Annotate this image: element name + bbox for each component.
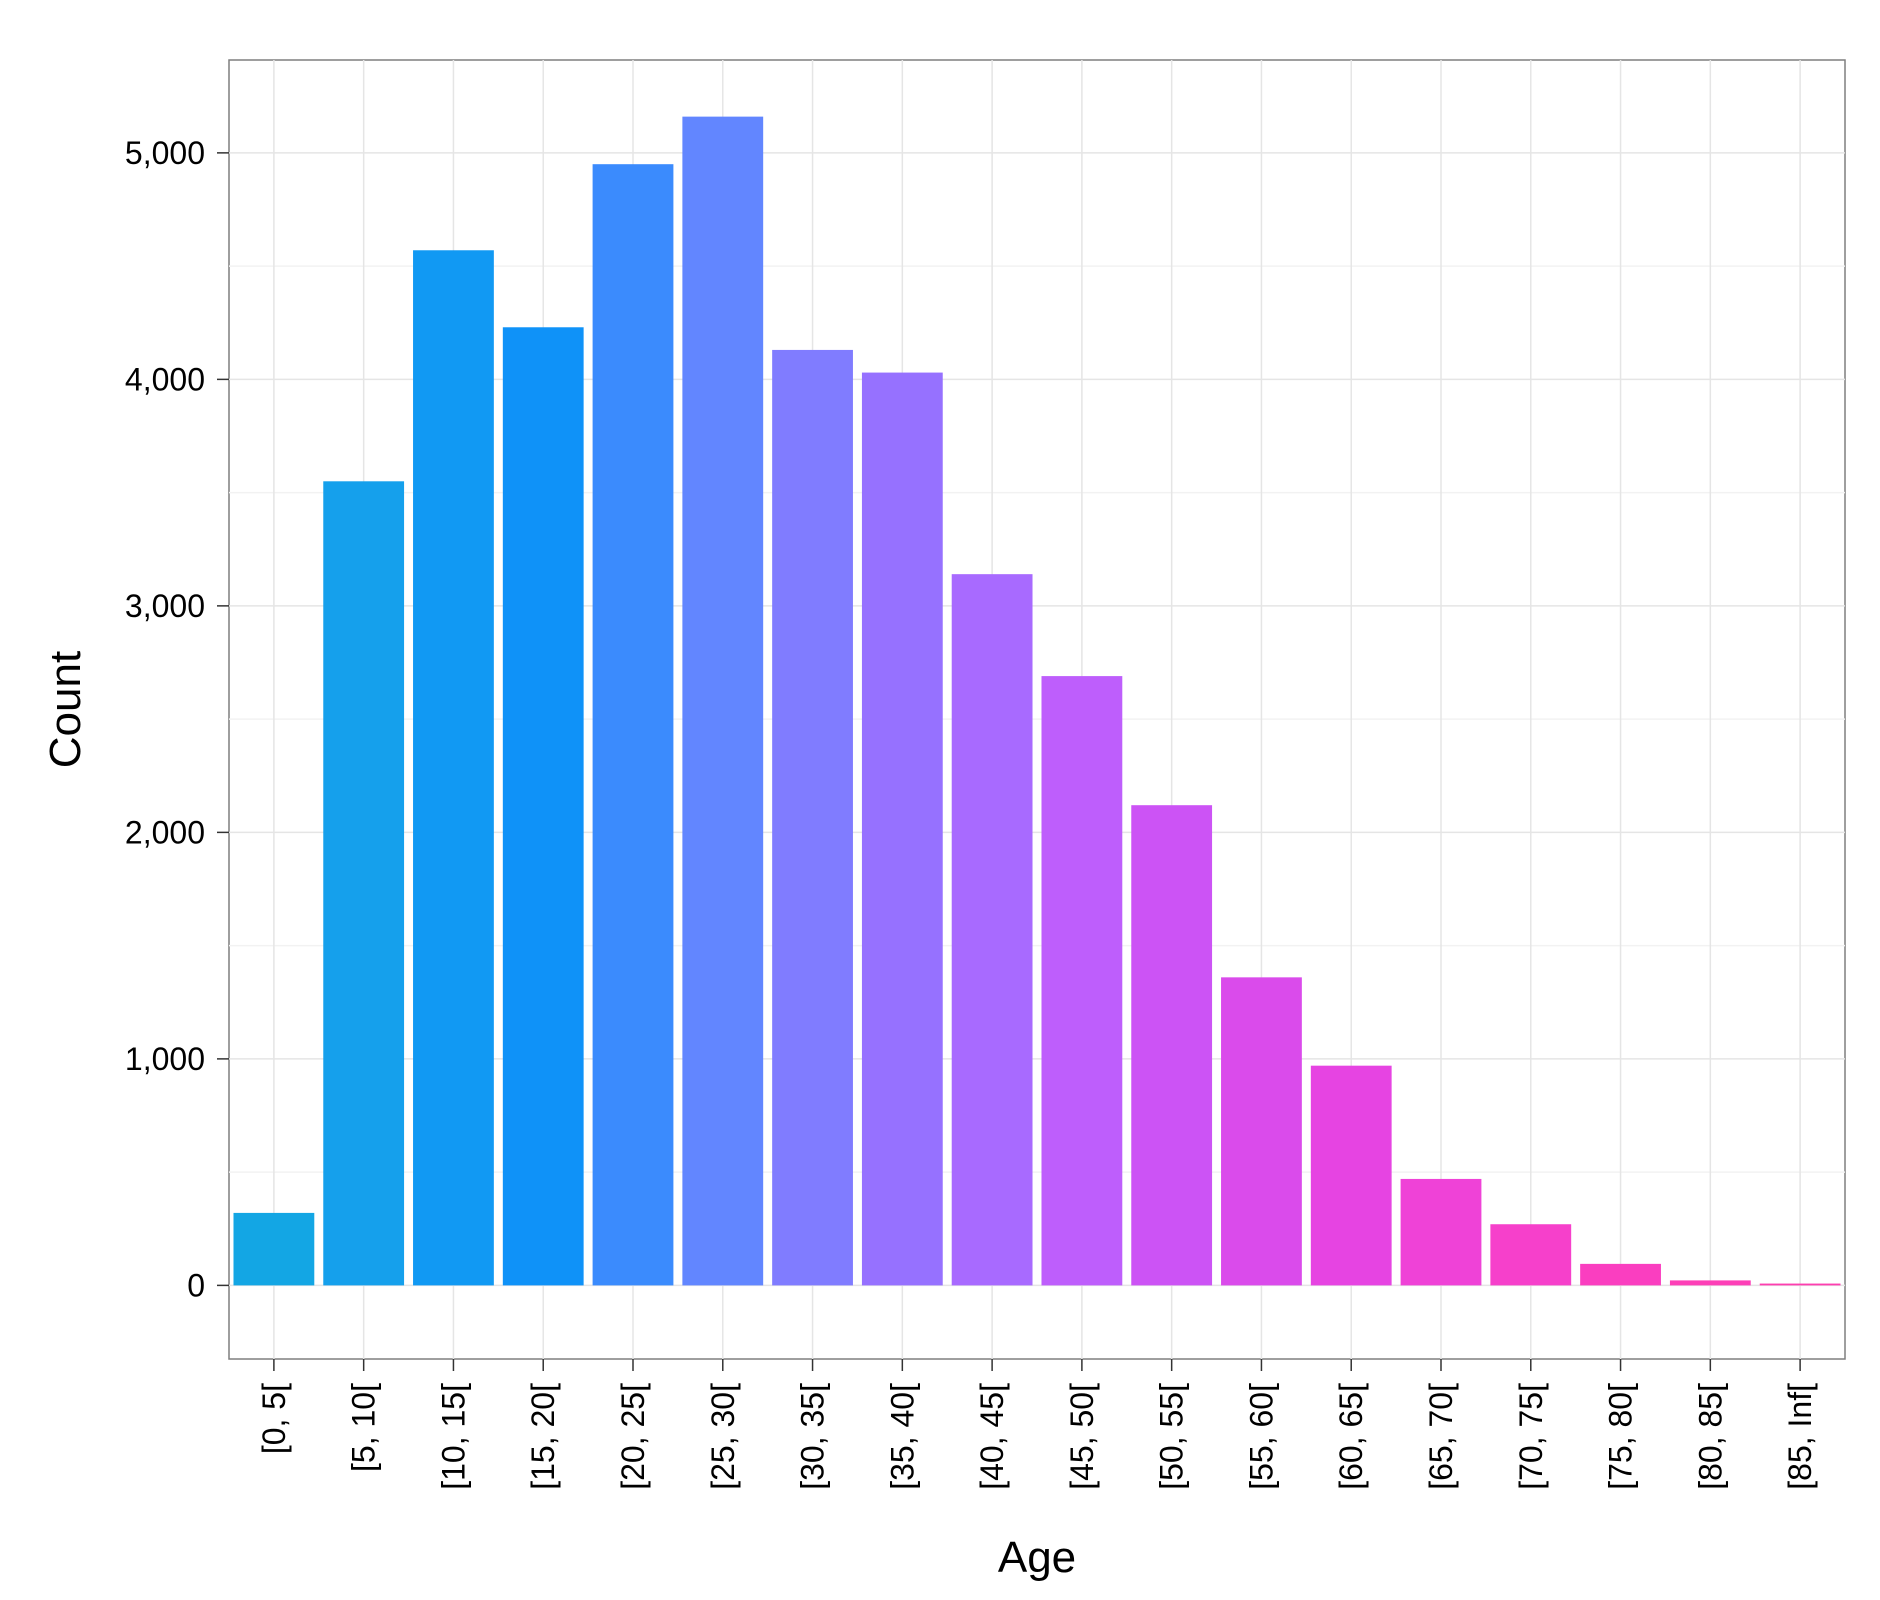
bar <box>1490 1224 1572 1286</box>
x-tick-label: [70, 75[ <box>1513 1383 1549 1490</box>
x-tick-label: [35, 40[ <box>884 1383 920 1490</box>
x-tick-label: [5, 10[ <box>346 1383 382 1472</box>
x-tick-label: [45, 50[ <box>1064 1383 1100 1490</box>
y-axis-ticks: 0 1,000 2,000 3,000 4,000 5,000 <box>125 135 229 1303</box>
bar <box>1759 1283 1841 1286</box>
bar <box>1310 1065 1392 1286</box>
x-tick-label: [30, 35[ <box>795 1383 831 1490</box>
x-tick-label: [80, 85[ <box>1692 1383 1728 1490</box>
bar <box>323 481 405 1286</box>
y-tick-label: 0 <box>187 1267 205 1303</box>
x-tick-label: [0, 5[ <box>256 1383 292 1454</box>
bar <box>1669 1280 1751 1286</box>
bar <box>1041 676 1123 1286</box>
y-tick-label: 2,000 <box>125 814 205 850</box>
x-tick-label: [20, 25[ <box>615 1383 651 1490</box>
x-tick-label: [60, 65[ <box>1333 1383 1369 1490</box>
x-tick-label: [55, 60[ <box>1243 1383 1279 1490</box>
x-tick-label: [50, 55[ <box>1154 1383 1190 1490</box>
bar <box>1131 805 1213 1286</box>
bar <box>1580 1263 1661 1286</box>
y-tick-label: 3,000 <box>125 588 205 624</box>
bar <box>592 164 674 1286</box>
y-axis-title: Count <box>41 651 90 768</box>
x-tick-label: [10, 15[ <box>435 1383 471 1490</box>
bar <box>413 250 494 1286</box>
x-tick-label: [85, Inf[ <box>1782 1383 1818 1490</box>
bar <box>772 349 853 1286</box>
minor-gridlines <box>229 265 1845 1173</box>
bars <box>233 116 1841 1286</box>
x-tick-label: [75, 80[ <box>1603 1383 1639 1490</box>
plot-panel <box>228 59 1846 1360</box>
bar <box>682 116 764 1286</box>
x-tick-label: [25, 30[ <box>705 1383 741 1490</box>
bar <box>861 372 943 1286</box>
y-tick-label: 5,000 <box>125 135 205 171</box>
bar <box>233 1212 315 1286</box>
bar <box>1400 1178 1482 1286</box>
y-tick-label: 4,000 <box>125 361 205 397</box>
bar <box>502 327 584 1286</box>
x-axis-title: Age <box>998 1533 1076 1582</box>
y-tick-label: 1,000 <box>125 1041 205 1077</box>
x-tick-label: [65, 70[ <box>1423 1383 1459 1490</box>
bar <box>1221 977 1302 1286</box>
x-axis-ticks: [0, 5[ [5, 10[ [10, 15[ [15, 20[ [20, 25[ [25… <box>256 1359 1818 1490</box>
bar <box>951 574 1033 1286</box>
x-tick-label: [15, 20[ <box>525 1383 561 1490</box>
x-tick-label: [40, 45[ <box>974 1383 1010 1490</box>
